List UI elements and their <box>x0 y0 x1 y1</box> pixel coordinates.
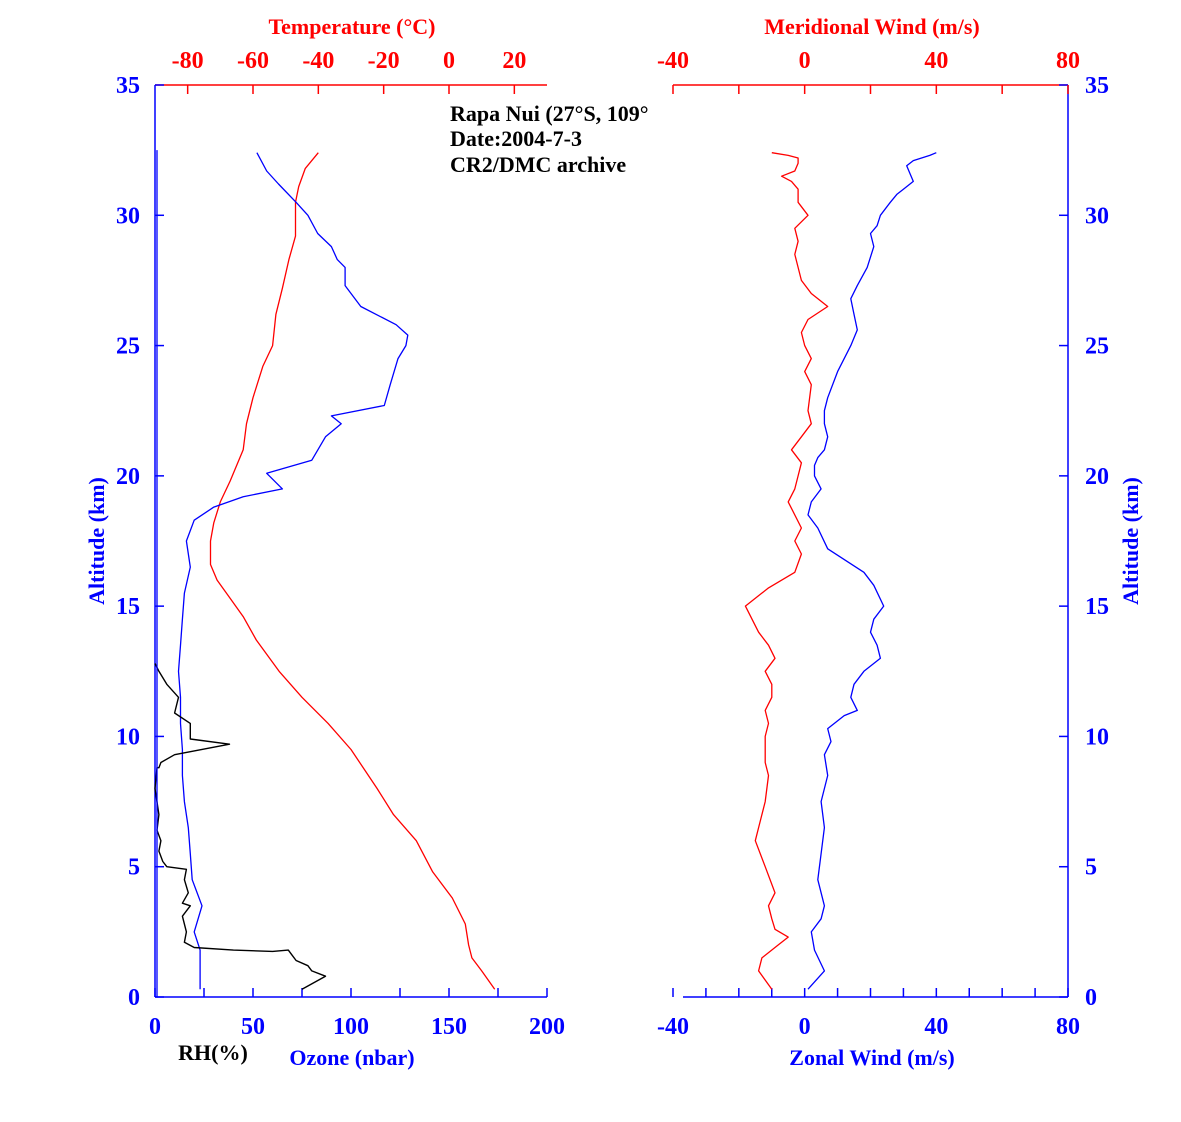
altitude-tick-label: 25 <box>1085 334 1109 360</box>
bottom-axis-tick-label: 50 <box>241 1014 265 1040</box>
altitude-tick-label: 15 <box>1085 594 1109 620</box>
altitude-tick-label: 15 <box>116 594 140 620</box>
altitude-tick-label: 5 <box>1085 855 1097 881</box>
left-panel-y-axis-title: Altitude (km) <box>84 477 109 605</box>
altitude-tick-label: 0 <box>1085 985 1097 1011</box>
left-panel-bottom-axis-title: Ozone (nbar) <box>289 1045 414 1070</box>
left-panel-rh-axis-title: RH(%) <box>178 1040 248 1065</box>
altitude-tick-label: 30 <box>1085 203 1109 229</box>
bottom-axis-tick-label: 40 <box>924 1014 948 1040</box>
altitude-tick-label: 5 <box>128 855 140 881</box>
right-series-line-0 <box>744 152 829 990</box>
top-axis-tick-label: 80 <box>1056 48 1080 74</box>
altitude-tick-label: 20 <box>1085 464 1109 490</box>
right-panel: 0 5 10 15 20 25 30 35 -40 0 40 80 -40 0 40 80 Meridio… <box>657 14 1143 1070</box>
right-series-line-1 <box>807 152 937 990</box>
top-axis-tick-label: -20 <box>368 48 400 74</box>
left-panel-series <box>154 150 496 997</box>
right-panel-y-axis-title: Altitude (km) <box>1118 477 1143 605</box>
bottom-axis-tick-label: 80 <box>1056 1014 1080 1040</box>
archive-label: CR2/DMC archive <box>450 152 626 177</box>
date-label: Date:2004-7-3 <box>450 126 582 151</box>
left-panel-altitude-ticks: 0 5 10 15 20 25 30 35 <box>116 73 164 1011</box>
left-series-line-2 <box>154 663 327 990</box>
altitude-tick-label: 10 <box>116 724 140 750</box>
station-label: Rapa Nui (27°S, 109° <box>450 101 649 126</box>
left-series-line-1 <box>177 152 409 990</box>
right-panel-series <box>744 152 937 990</box>
top-axis-tick-label: 0 <box>443 48 455 74</box>
top-axis-tick-label: 20 <box>502 48 526 74</box>
altitude-tick-label: 35 <box>1085 73 1109 99</box>
top-axis-tick-label: -40 <box>302 48 334 74</box>
left-panel-ozone-ticks: 0 50 100 150 200 <box>149 988 565 1040</box>
top-axis-tick-label: -80 <box>172 48 204 74</box>
bottom-axis-tick-label: -40 <box>657 1014 689 1040</box>
top-axis-tick-label: 0 <box>799 48 811 74</box>
left-series-line-0 <box>209 152 496 990</box>
altitude-tick-label: 25 <box>116 334 140 360</box>
left-panel-temperature-ticks: -80 -60 -40 -20 0 20 <box>172 48 526 94</box>
top-axis-tick-label: 40 <box>924 48 948 74</box>
right-panel-bottom-axis-title: Zonal Wind (m/s) <box>789 1045 954 1070</box>
bottom-axis-tick-label: 150 <box>431 1014 467 1040</box>
bottom-axis-tick-label: 0 <box>149 1014 161 1040</box>
bottom-axis-tick-label: 0 <box>799 1014 811 1040</box>
bottom-axis-tick-label: 200 <box>529 1014 565 1040</box>
altitude-tick-label: 20 <box>116 464 140 490</box>
bottom-axis-tick-label: 100 <box>333 1014 369 1040</box>
left-panel-top-axis-title: Temperature (°C) <box>268 14 435 39</box>
right-panel-altitude-ticks: 0 5 10 15 20 25 30 35 <box>1059 73 1109 1011</box>
top-axis-tick-label: -40 <box>657 48 689 74</box>
altitude-tick-label: 35 <box>116 73 140 99</box>
right-panel-zonal-wind-ticks: -40 0 40 80 <box>657 988 1080 1040</box>
altitude-tick-label: 0 <box>128 985 140 1011</box>
right-panel-meridional-wind-ticks: -40 0 40 80 <box>657 48 1080 94</box>
right-panel-top-axis-title: Meridional Wind (m/s) <box>764 14 980 39</box>
altitude-tick-label: 30 <box>116 203 140 229</box>
altitude-tick-label: 10 <box>1085 724 1109 750</box>
top-axis-tick-label: -60 <box>237 48 269 74</box>
